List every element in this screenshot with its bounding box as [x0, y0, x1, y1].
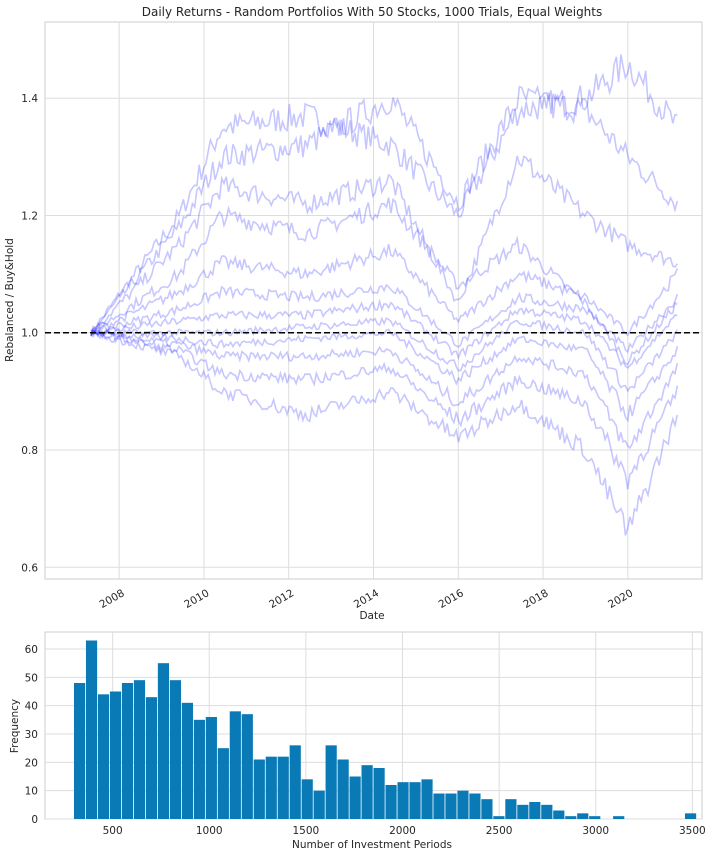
- series-line: [90, 84, 679, 332]
- histogram-bar: [265, 756, 277, 819]
- x-axis-label: Number of Investment Periods: [292, 839, 452, 851]
- x-tick-label: 3000: [582, 825, 609, 837]
- y-tick-label: 10: [25, 786, 38, 798]
- histogram-bar: [373, 768, 385, 819]
- x-tick-label: 2500: [486, 825, 513, 837]
- x-tick-label: 2014: [352, 587, 381, 611]
- histogram-bar: [349, 776, 361, 819]
- histogram-bar: [445, 793, 457, 819]
- x-tick-label: 2008: [98, 587, 127, 611]
- y-tick-label: 0.8: [21, 445, 38, 457]
- histogram-bar: [684, 813, 697, 819]
- histogram-bar: [457, 790, 469, 819]
- histogram-bar: [301, 779, 313, 819]
- y-tick-label: 1.0: [21, 328, 38, 340]
- series-line: [90, 298, 678, 369]
- series-line: [90, 328, 679, 423]
- y-axis-label: Rebalanced / Buy&Hold: [4, 238, 16, 362]
- histogram-bar: [361, 765, 373, 819]
- histogram-bar: [73, 683, 86, 819]
- y-tick-label: 60: [25, 644, 38, 656]
- x-tick-label: 2020: [606, 587, 635, 611]
- histogram-bar: [589, 816, 601, 819]
- series-line: [90, 329, 679, 490]
- histogram-bar: [541, 804, 553, 819]
- histogram-bar: [517, 804, 529, 819]
- series-lines: [90, 54, 679, 536]
- histogram-bar: [613, 816, 625, 819]
- series-line: [90, 329, 679, 450]
- histogram-bar: [169, 680, 182, 819]
- x-tick-label: 1500: [293, 825, 320, 837]
- histogram-bar: [577, 813, 589, 819]
- y-tick-label: 50: [25, 672, 38, 684]
- histogram-bar: [193, 719, 205, 819]
- x-tick-label: 1000: [196, 825, 223, 837]
- y-tick-label: 0.6: [21, 562, 38, 574]
- y-tick-label: 1.4: [21, 93, 38, 105]
- histogram-bar: [397, 782, 409, 819]
- histogram-bar: [229, 711, 241, 819]
- histogram-bar: [493, 816, 505, 819]
- series-line: [90, 155, 678, 334]
- histogram-bar: [505, 799, 517, 819]
- histogram-bar: [433, 793, 445, 819]
- series-line: [90, 283, 679, 354]
- histogram-bar: [481, 799, 493, 819]
- histogram-bars: [73, 640, 697, 819]
- histogram-bar: [85, 640, 98, 819]
- histogram-bar: [289, 745, 301, 819]
- histogram-bar: [205, 717, 217, 819]
- x-tick-label: 2010: [182, 587, 211, 611]
- y-tick-label: 1.2: [21, 210, 38, 222]
- histogram-bar: [97, 694, 110, 819]
- histogram-bar: [565, 816, 577, 819]
- y-tick-label: 20: [25, 757, 38, 769]
- x-tick-labels: 2008 2010 2012 2014 2016 2018 2020: [98, 587, 636, 611]
- histogram-bar: [145, 697, 158, 819]
- histogram-bar: [469, 793, 481, 819]
- chart-title: Daily Returns - Random Portfolios With 5…: [142, 5, 603, 19]
- histogram-bar: [529, 802, 541, 819]
- histogram-bar: [553, 810, 565, 819]
- series-line: [90, 197, 678, 366]
- series-line: [90, 330, 679, 536]
- histogram-bar: [409, 782, 421, 819]
- histogram-bar: [181, 702, 193, 819]
- histogram-bar: [277, 756, 289, 819]
- y-tick-labels: 0 10 20 30 40 50 60: [25, 644, 38, 826]
- y-tick-label: 0: [31, 814, 38, 826]
- x-tick-label: 2016: [437, 587, 466, 611]
- y-axis-label: Frequency: [9, 699, 21, 753]
- x-tick-label: 2000: [389, 825, 416, 837]
- histogram-bar: [325, 745, 337, 819]
- y-tick-labels: 0.6 0.8 1.0 1.2 1.4: [21, 93, 38, 574]
- x-tick-label: 2018: [521, 587, 550, 611]
- histogram-bar: [241, 714, 253, 819]
- y-tick-label: 40: [25, 701, 38, 713]
- x-tick-label: 500: [103, 825, 123, 837]
- histogram-bar: [385, 785, 397, 819]
- histogram-bar: [313, 790, 325, 819]
- returns-line-chart: Daily Returns - Random Portfolios With 5…: [4, 5, 703, 622]
- histogram-chart: 500 1000 1500 2000 2500 3000 3500 0 10 20 30 40 50 6…: [9, 631, 706, 851]
- histogram-bar: [109, 691, 122, 819]
- histogram-bar: [133, 680, 146, 819]
- x-tick-label: 2012: [267, 587, 296, 611]
- x-tick-labels: 500 1000 1500 2000 2500 3000 3500: [103, 825, 706, 837]
- histogram-bar: [253, 759, 265, 819]
- histogram-bar: [421, 779, 433, 819]
- x-tick-label: 3500: [679, 825, 706, 837]
- histogram-bar: [121, 683, 134, 819]
- y-tick-label: 30: [25, 729, 38, 741]
- series-line: [90, 54, 678, 337]
- x-axis-label: Date: [359, 610, 384, 622]
- histogram-bar: [337, 759, 349, 819]
- series-line: [90, 243, 679, 337]
- histogram-bar: [217, 748, 229, 819]
- histogram-bar: [157, 663, 170, 819]
